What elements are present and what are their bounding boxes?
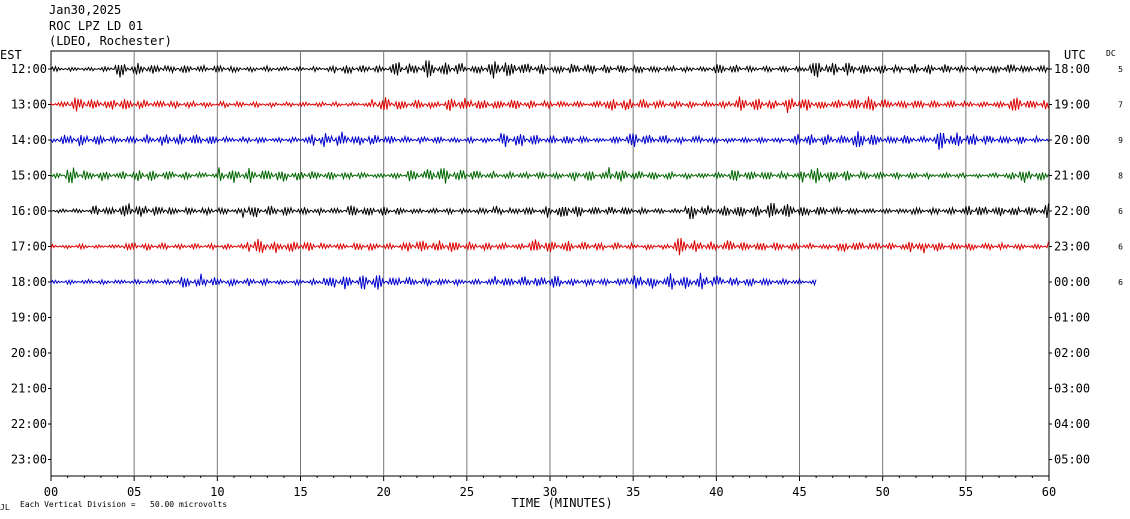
x-tick-label: 20	[376, 485, 390, 499]
dc-value: 8	[1118, 172, 1123, 181]
x-tick-label: 55	[959, 485, 973, 499]
utc-zone-label: UTC	[1064, 48, 1086, 62]
est-time-label: 18:00	[11, 275, 47, 289]
est-time-label: 15:00	[11, 169, 47, 183]
dc-value: 6	[1118, 243, 1123, 252]
x-tick-label: 15	[293, 485, 307, 499]
dc-value: 9	[1118, 136, 1123, 145]
x-tick-label: 45	[792, 485, 806, 499]
dc-value: 5	[1118, 65, 1123, 74]
seismic-trace	[50, 272, 817, 290]
seismic-trace	[50, 237, 1049, 256]
seismic-trace	[50, 96, 1049, 114]
scale-note: Each Vertical Division = 50.00 microvolt…	[20, 500, 228, 509]
utc-time-label: 22:00	[1054, 204, 1090, 218]
utc-time-label: 05:00	[1054, 453, 1090, 467]
x-tick-label: 40	[709, 485, 723, 499]
seismic-trace	[50, 203, 1049, 220]
utc-time-label: 01:00	[1054, 311, 1090, 325]
est-time-label: 23:00	[11, 453, 47, 467]
x-tick-label: 30	[543, 485, 557, 499]
dc-value: 7	[1118, 101, 1123, 110]
x-axis-title: TIME (MINUTES)	[511, 496, 612, 510]
utc-time-label: 23:00	[1054, 240, 1090, 254]
seismic-trace	[50, 131, 1049, 150]
est-time-label: 12:00	[11, 62, 47, 76]
x-tick-label: 25	[460, 485, 474, 499]
station-label: ROC LPZ LD 01	[49, 19, 143, 33]
x-tick-label: 50	[875, 485, 889, 499]
x-tick-label: 35	[626, 485, 640, 499]
network-label: (LDEO, Rochester)	[49, 34, 172, 48]
est-time-label: 20:00	[11, 346, 47, 360]
dc-value: 6	[1118, 207, 1123, 216]
est-time-label: 19:00	[11, 311, 47, 325]
utc-time-label: 19:00	[1054, 98, 1090, 112]
x-tick-label: 00	[44, 485, 58, 499]
utc-time-label: 00:00	[1054, 275, 1090, 289]
est-zone-label: EST	[0, 48, 22, 62]
est-time-label: 13:00	[11, 98, 47, 112]
utc-time-label: 02:00	[1054, 346, 1090, 360]
est-time-label: 21:00	[11, 382, 47, 396]
x-tick-label: 10	[210, 485, 224, 499]
est-time-label: 16:00	[11, 204, 47, 218]
corner-logo: JL	[0, 503, 10, 512]
dc-column-label: DC	[1106, 49, 1116, 58]
utc-time-label: 21:00	[1054, 169, 1090, 183]
est-time-label: 17:00	[11, 240, 47, 254]
est-time-label: 14:00	[11, 133, 47, 147]
est-time-label: 22:00	[11, 417, 47, 431]
utc-time-label: 04:00	[1054, 417, 1090, 431]
x-tick-label: 60	[1042, 485, 1056, 499]
date-label: Jan30,2025	[49, 3, 122, 17]
chart-labels: 00 05 10 15 20 25 30 35 40 45 50 55 60 TIME (MINUTES)…	[11, 62, 1123, 510]
utc-time-label: 20:00	[1054, 133, 1090, 147]
dc-value: 6	[1118, 278, 1123, 287]
utc-time-label: 18:00	[1054, 62, 1090, 76]
chart-grid	[48, 50, 1052, 481]
seismic-traces	[50, 60, 1049, 290]
utc-time-label: 03:00	[1054, 382, 1090, 396]
x-tick-label: 05	[127, 485, 141, 499]
seismic-trace	[50, 167, 1049, 184]
seismic-trace	[50, 60, 1049, 79]
